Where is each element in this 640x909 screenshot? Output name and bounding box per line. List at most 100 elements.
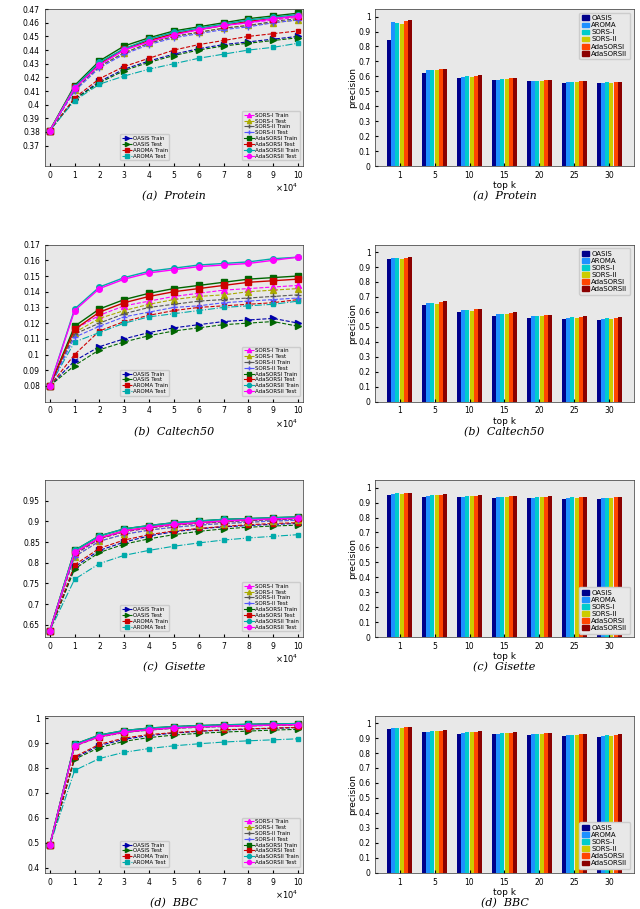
- Legend: SORS-I Train, SORS-I Test, SORS-II Train, SORS-II Test, AdaSORSI Train, AdaSORSI: SORS-I Train, SORS-I Test, SORS-II Train…: [242, 111, 300, 160]
- X-axis label: top k: top k: [493, 653, 516, 662]
- Bar: [400, 24, 404, 166]
- Bar: [431, 495, 435, 637]
- Legend: SORS-I Train, SORS-I Test, SORS-II Train, SORS-II Test, AdaSORSI Train, AdaSORSI: SORS-I Train, SORS-I Test, SORS-II Train…: [242, 346, 300, 395]
- Bar: [618, 317, 622, 402]
- Bar: [461, 496, 465, 637]
- Bar: [396, 727, 399, 873]
- Bar: [500, 496, 504, 637]
- Bar: [426, 70, 430, 166]
- Bar: [597, 736, 601, 873]
- Bar: [531, 81, 535, 166]
- Bar: [548, 315, 552, 402]
- Bar: [597, 84, 601, 166]
- Bar: [540, 316, 543, 402]
- Bar: [408, 727, 412, 873]
- Bar: [544, 734, 548, 873]
- Bar: [597, 320, 601, 402]
- Bar: [443, 494, 447, 637]
- Bar: [404, 493, 408, 637]
- Bar: [478, 75, 482, 166]
- Bar: [527, 498, 531, 637]
- Bar: [509, 313, 513, 402]
- Bar: [439, 302, 443, 402]
- Bar: [470, 76, 474, 166]
- Bar: [396, 494, 399, 637]
- Bar: [597, 499, 601, 637]
- Bar: [387, 729, 391, 873]
- Bar: [527, 82, 531, 166]
- Bar: [531, 734, 535, 873]
- Bar: [465, 310, 469, 402]
- Bar: [478, 495, 482, 637]
- Bar: [605, 735, 609, 873]
- Bar: [404, 727, 408, 873]
- Bar: [614, 82, 618, 166]
- Bar: [404, 21, 408, 166]
- Text: (b)  Caltech50: (b) Caltech50: [134, 426, 214, 437]
- Bar: [387, 259, 391, 402]
- Bar: [400, 259, 404, 402]
- Bar: [579, 81, 582, 166]
- Bar: [404, 257, 408, 402]
- Bar: [465, 732, 469, 873]
- Bar: [457, 77, 461, 166]
- Bar: [570, 497, 574, 637]
- Bar: [548, 733, 552, 873]
- Legend: OASIS, AROMA, SORS-I, SORS-II, AdaSORSI, AdaSORSII: OASIS, AROMA, SORS-I, SORS-II, AdaSORSI,…: [579, 248, 630, 295]
- Bar: [474, 75, 478, 166]
- Bar: [470, 496, 474, 637]
- Legend: SORS-I Train, SORS-I Test, SORS-II Train, SORS-II Test, AdaSORSI Train, AdaSORSI: SORS-I Train, SORS-I Test, SORS-II Train…: [242, 817, 300, 866]
- Bar: [443, 302, 447, 402]
- Bar: [575, 318, 579, 402]
- Bar: [535, 81, 540, 166]
- Legend: OASIS, AROMA, SORS-I, SORS-II, AdaSORSI, AdaSORSII: OASIS, AROMA, SORS-I, SORS-II, AdaSORSI,…: [579, 587, 630, 634]
- Bar: [614, 734, 618, 873]
- Bar: [457, 497, 461, 637]
- Bar: [496, 734, 500, 873]
- Text: (b)  Caltech50: (b) Caltech50: [465, 426, 545, 437]
- Bar: [422, 73, 426, 166]
- Bar: [500, 314, 504, 402]
- Bar: [457, 734, 461, 873]
- Bar: [562, 499, 566, 637]
- Bar: [570, 82, 574, 166]
- Bar: [465, 495, 469, 637]
- Text: $\times 10^4$: $\times 10^4$: [275, 888, 298, 901]
- Bar: [496, 80, 500, 166]
- Bar: [478, 308, 482, 402]
- Bar: [531, 498, 535, 637]
- Bar: [422, 496, 426, 637]
- Bar: [601, 319, 605, 402]
- Bar: [431, 731, 435, 873]
- X-axis label: top k: top k: [493, 888, 516, 897]
- Bar: [391, 22, 396, 166]
- Bar: [426, 732, 430, 873]
- Text: $\times 10^4$: $\times 10^4$: [275, 417, 298, 430]
- Bar: [496, 314, 500, 402]
- Bar: [474, 495, 478, 637]
- Bar: [504, 734, 509, 873]
- Bar: [583, 496, 587, 637]
- Bar: [535, 734, 540, 873]
- Bar: [470, 311, 474, 402]
- Bar: [509, 78, 513, 166]
- Bar: [527, 735, 531, 873]
- Bar: [601, 736, 605, 873]
- Bar: [504, 497, 509, 637]
- Bar: [544, 315, 548, 402]
- Bar: [562, 736, 566, 873]
- Bar: [443, 68, 447, 166]
- Bar: [461, 733, 465, 873]
- X-axis label: top k: top k: [493, 417, 516, 425]
- Bar: [500, 79, 504, 166]
- Text: $\times 10^4$: $\times 10^4$: [275, 182, 298, 195]
- Bar: [504, 79, 509, 166]
- Bar: [609, 498, 614, 637]
- Bar: [609, 319, 614, 402]
- Text: (d)  BBC: (d) BBC: [150, 898, 198, 908]
- Bar: [478, 732, 482, 873]
- Bar: [540, 734, 543, 873]
- Bar: [609, 735, 614, 873]
- Bar: [439, 731, 443, 873]
- Bar: [396, 258, 399, 402]
